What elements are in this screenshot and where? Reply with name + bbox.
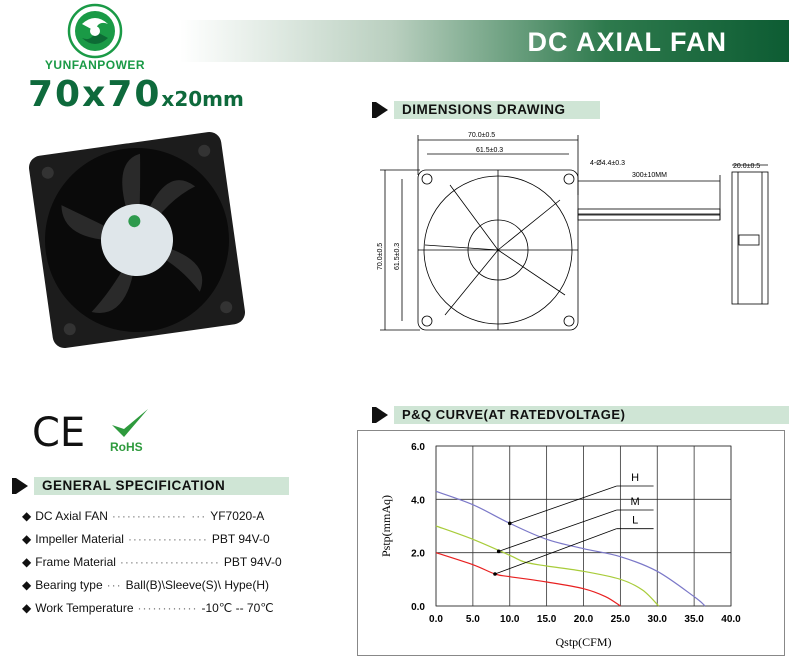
header-banner — [180, 20, 789, 62]
diamond-icon: ◆ — [22, 509, 32, 523]
arrow-icon — [12, 478, 28, 494]
x-tick-label: 15.0 — [537, 614, 557, 625]
dim-depth: 20.0±0.5 — [733, 163, 760, 170]
rohs-check-icon — [112, 409, 148, 437]
legend-label-L: L — [632, 515, 638, 527]
arrow-icon — [372, 102, 388, 118]
spec-label: Bearing type — [35, 578, 103, 592]
diamond-icon: ◆ — [22, 555, 32, 569]
diamond-icon: ◆ — [22, 601, 32, 615]
diamond-icon: ◆ — [22, 532, 32, 546]
x-tick-label: 40.0 — [721, 614, 741, 625]
dim-hole-pitch: 61.5±0.3 — [476, 147, 503, 154]
legend-label-H: H — [631, 472, 639, 484]
spec-dots: ············ — [137, 601, 198, 615]
section-dimensions: DIMENSIONS DRAWING — [372, 101, 600, 119]
spec-item: ◆ Impeller Material ················ PBT 94… — [22, 532, 270, 546]
y-tick-label: 0.0 — [411, 602, 425, 613]
leader-arrow-M — [496, 549, 501, 554]
legend-label-M: M — [631, 496, 640, 508]
series-line-M — [435, 525, 660, 607]
pq-chart: 0.0 5.0 10.0 15.0 20.0 25.0 30.0 35.0 40.0 0.0 2.0… — [379, 442, 741, 649]
spec-value: PBT 94V-0 — [211, 532, 270, 546]
dim-hole-pitch-v: 61.5±0.3 — [394, 243, 401, 270]
spec-label: Work Temperature — [35, 601, 134, 615]
spec-dots: ················ — [127, 532, 208, 546]
spec-item: ◆ DC Axial FAN ··············· ··· YF7020-A — [22, 509, 264, 523]
x-tick-label: 20.0 — [574, 614, 594, 625]
size-sub: x20mm — [161, 87, 244, 111]
brand-name: YUNFANPOWER — [44, 58, 146, 72]
section-title: GENERAL SPECIFICATION — [34, 477, 289, 495]
size-main: 70x70 — [28, 74, 162, 115]
spec-label: Frame Material — [35, 555, 116, 569]
dim-holes: 4-Ø4.4±0.3 — [590, 160, 625, 167]
leader-arrow-H — [507, 521, 512, 526]
fan-photo — [28, 131, 246, 349]
y-axis-label: Pstp(mmAq) — [379, 495, 393, 557]
leader-line-L — [494, 528, 617, 575]
section-pq: P&Q CURVE(AT RATEDVOLTAGE) — [372, 406, 789, 424]
leader-line-M — [498, 509, 617, 552]
arrow-icon — [372, 407, 388, 423]
spec-value: -10℃ -- 70℃ — [201, 601, 274, 615]
x-tick-label: 0.0 — [429, 614, 443, 625]
y-tick-label: 6.0 — [411, 442, 425, 453]
spec-value: Ball(B)\Sleeve(S)\ Hype(H) — [125, 578, 269, 592]
leader-line-H — [509, 485, 617, 524]
spec-dots: ··· — [106, 578, 122, 592]
section-title: P&Q CURVE(AT RATEDVOLTAGE) — [394, 406, 789, 424]
x-tick-label: 35.0 — [684, 614, 704, 625]
spec-value: PBT 94V-0 — [223, 555, 282, 569]
x-tick-label: 10.0 — [500, 614, 520, 625]
spec-value: YF7020-A — [210, 509, 265, 523]
spec-label: Impeller Material — [35, 532, 124, 546]
ce-mark: CE — [32, 410, 86, 456]
spec-label: DC Axial FAN — [35, 509, 108, 523]
x-tick-label: 5.0 — [466, 614, 480, 625]
dim-height: 70.0±0.5 — [377, 243, 384, 270]
spec-dots: ···················· — [119, 555, 220, 569]
y-tick-label: 4.0 — [411, 495, 425, 506]
x-axis-label: Qstp(CFM) — [555, 635, 611, 649]
spec-item: ◆ Frame Material ···················· PBT 9… — [22, 555, 282, 569]
rohs-label: RoHS — [110, 440, 143, 454]
x-tick-label: 30.0 — [648, 614, 668, 625]
dim-lead: 300±10MM — [632, 172, 667, 179]
spec-item: ◆ Bearing type ··· Ball(B)\Sleeve(S)\ Hype(… — [22, 578, 269, 592]
series-line-L — [435, 552, 621, 607]
series-line-H — [435, 490, 706, 607]
diamond-icon: ◆ — [22, 578, 32, 592]
leader-arrow-L — [493, 572, 497, 576]
spec-dots: ··············· ··· — [111, 509, 207, 523]
spec-item: ◆ Work Temperature ············ -10℃ -- 70℃ — [22, 601, 274, 615]
pq-chart-frame — [357, 430, 785, 656]
fan-size: 70x70x20mm — [28, 74, 244, 115]
dim-width: 70.0±0.5 — [468, 132, 495, 139]
section-spec: GENERAL SPECIFICATION — [12, 477, 289, 495]
section-title: DIMENSIONS DRAWING — [394, 101, 600, 119]
page-title: DC AXIAL FAN — [527, 27, 727, 57]
x-tick-label: 25.0 — [611, 614, 631, 625]
dimensions-drawing: 70.0±0.5 61.5±0.3 4-Ø4.4±0.3 300±10MM 20… — [377, 132, 769, 331]
brand-logo — [67, 3, 123, 59]
y-tick-label: 2.0 — [411, 549, 425, 560]
